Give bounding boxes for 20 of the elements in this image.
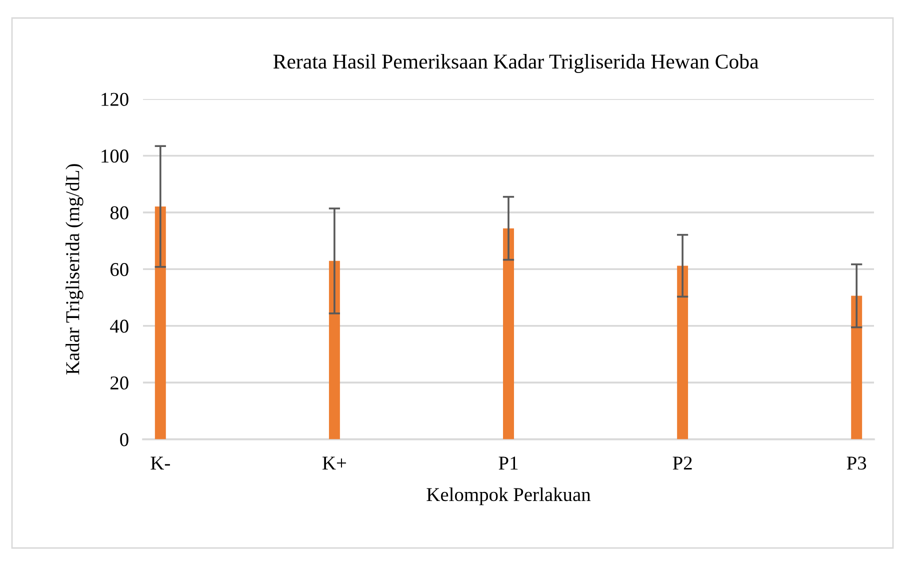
bar bbox=[851, 296, 862, 440]
y-tick-label: 40 bbox=[110, 320, 128, 333]
bar bbox=[503, 228, 514, 440]
x-tick-label: P2 bbox=[672, 456, 692, 470]
bar bbox=[154, 206, 166, 440]
x-axis-title: Kelompok Perlakuan bbox=[426, 487, 591, 506]
y-tick-label: 120 bbox=[102, 92, 128, 106]
x-tick-label: K+ bbox=[322, 456, 346, 470]
bar bbox=[328, 260, 340, 440]
x-tick-label: K- bbox=[150, 456, 170, 470]
chart-title: Rerata Hasil Pemeriksaan Kadar Trigliserida Hewan Coba bbox=[273, 54, 759, 73]
x-tick-label: P1 bbox=[498, 456, 518, 470]
y-tick-label: 80 bbox=[110, 206, 128, 220]
y-tick-label: 100 bbox=[102, 150, 128, 163]
y-tick-label: 0 bbox=[120, 433, 128, 446]
y-tick-label: 20 bbox=[110, 376, 128, 390]
bar bbox=[677, 266, 688, 440]
x-tick-label: P3 bbox=[846, 456, 866, 470]
y-tick-label: 60 bbox=[110, 262, 128, 276]
y-axis-title: Kadar Trigliserida (mg/dL) bbox=[66, 164, 84, 374]
